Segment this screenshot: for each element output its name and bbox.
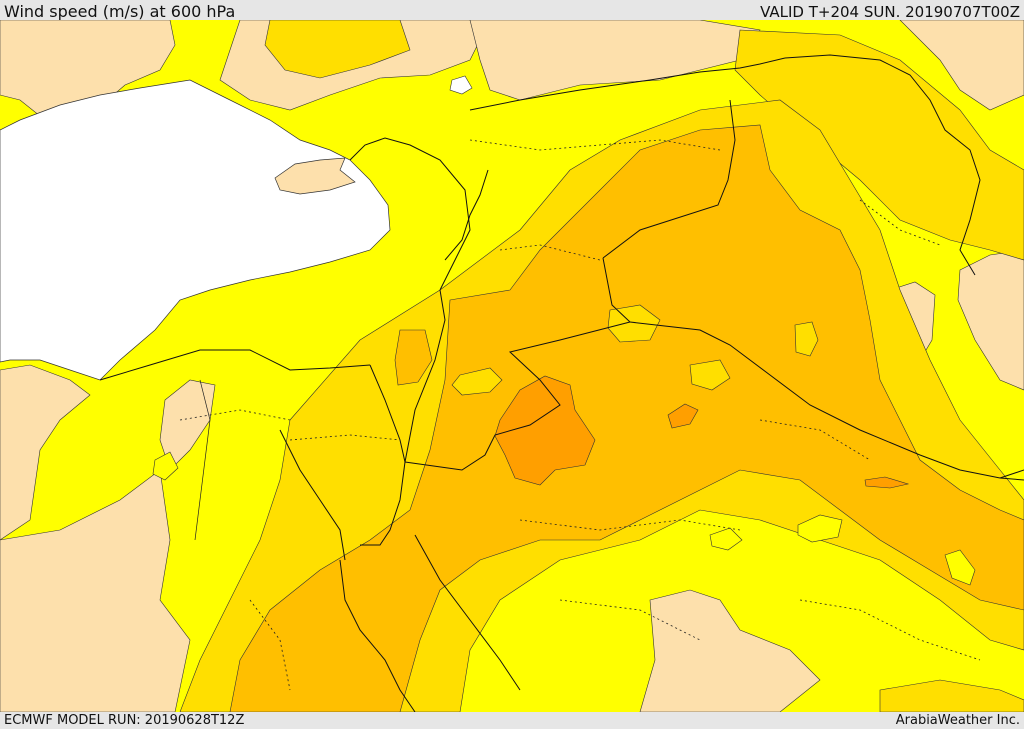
border-egypt-israel <box>369 364 406 463</box>
coast-aqaba <box>414 534 521 691</box>
band-4-small <box>667 403 699 429</box>
coast-red-sea-east <box>360 461 406 546</box>
calm-zone-egypt <box>0 469 191 712</box>
calm-zone-iraq-north <box>899 20 1024 111</box>
dotted-7 <box>559 599 701 641</box>
band-3-main <box>229 124 1024 712</box>
border-saudi-kuwait <box>999 469 1024 479</box>
valid-time: VALID T+204 SUN. 20190707T00Z <box>760 3 1020 21</box>
dotted-2 <box>499 244 601 261</box>
wind-band-4 <box>494 375 910 489</box>
band-2-south-east <box>879 679 1024 712</box>
border-lebanon <box>444 169 489 261</box>
dotted-1 <box>469 139 721 151</box>
header-bar: Wind speed (m/s) at 600 hPa VALID T+204 … <box>0 0 1024 21</box>
band-4-sliver <box>864 476 910 489</box>
nile-river <box>194 379 211 541</box>
hole-1 <box>451 367 503 396</box>
wind-band-3 <box>229 124 1024 712</box>
border-jordan-saudi <box>404 321 631 471</box>
border-israel-jordan <box>404 289 446 463</box>
border-syria-iraq <box>602 99 736 259</box>
coast-egypt-north <box>99 349 371 381</box>
dotted-4 <box>179 409 291 421</box>
border-turkey-syria <box>469 57 786 111</box>
dotted-5 <box>519 519 741 531</box>
border-iraq-saudi <box>629 321 1024 481</box>
band-4-core <box>494 375 596 486</box>
pocket-3 <box>944 549 976 586</box>
pocket-2 <box>709 527 743 551</box>
dotted-3 <box>289 434 401 441</box>
pocket-4 <box>152 451 179 481</box>
footer-bar: ECMWF MODEL RUN: 20190628T12Z ArabiaWeat… <box>0 712 1024 729</box>
calm-zone-zagros <box>957 249 1024 391</box>
calm-zone-egypt-nile <box>159 379 216 471</box>
hole-3 <box>794 321 819 357</box>
calm-zone-north-east <box>469 20 761 101</box>
band-2-north-strip <box>264 20 411 79</box>
calm-zone-arabia <box>639 589 821 712</box>
border-iran-iraq <box>784 54 981 276</box>
lake-van <box>449 75 473 95</box>
coast-levant <box>349 137 471 291</box>
map-title: Wind speed (m/s) at 600 hPa <box>4 2 236 21</box>
province-lines <box>179 139 981 691</box>
band-3-holes <box>451 304 819 396</box>
yellow-pockets <box>152 451 976 586</box>
band-3-north-pocket <box>394 329 433 386</box>
dotted-6 <box>759 419 871 461</box>
cyprus <box>274 157 356 195</box>
model-run: ECMWF MODEL RUN: 20190628T12Z <box>4 713 245 728</box>
calm-zone-west-africa <box>0 364 91 541</box>
border-jordan-iraq <box>602 257 631 323</box>
coast-red-sea-west <box>279 429 346 561</box>
border-egypt-sudan <box>339 559 416 712</box>
dotted-8 <box>799 599 981 661</box>
hole-4 <box>689 359 731 391</box>
country-borders <box>99 54 1024 712</box>
wind-speed-map <box>0 20 1024 712</box>
mediterranean-sea <box>0 79 391 381</box>
credit: ArabiaWeather Inc. <box>895 713 1020 728</box>
dotted-9 <box>249 599 291 691</box>
pocket-1 <box>797 514 843 543</box>
dotted-10 <box>859 199 941 246</box>
